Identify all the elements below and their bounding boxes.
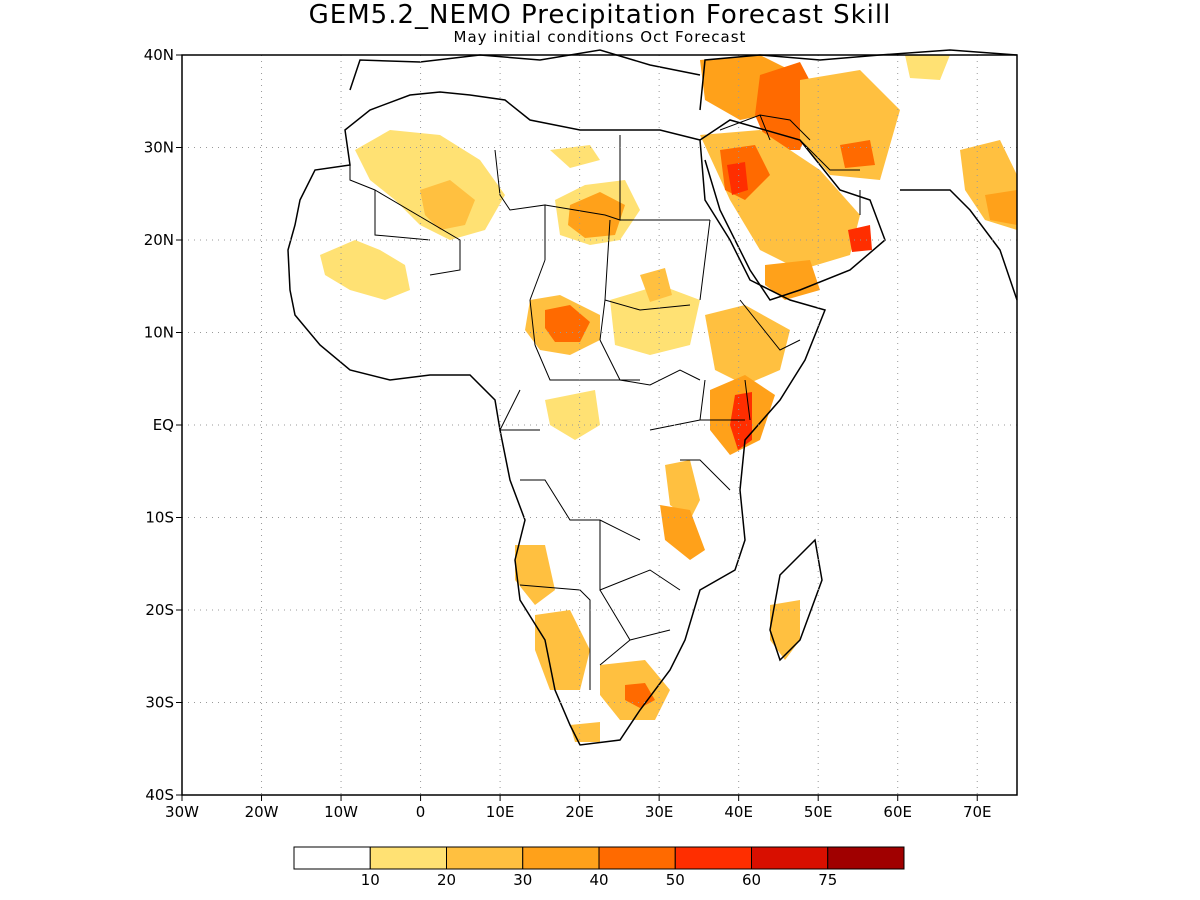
legend-label: 10 <box>361 871 380 889</box>
borders <box>349 114 861 690</box>
shade-sahel-west <box>320 240 410 300</box>
shade-angola <box>515 545 555 605</box>
shade-india-core <box>985 190 1017 225</box>
shade-libya-core <box>568 192 625 238</box>
shade-namibia <box>535 610 590 690</box>
x-tick-label: 40E <box>724 803 753 821</box>
x-tick-label: 0 <box>416 803 426 821</box>
shade-cape <box>570 722 600 742</box>
legend-label: 60 <box>742 871 761 889</box>
y-tick-label: 20S <box>145 601 174 619</box>
shade-ethiopia <box>705 305 790 385</box>
chart-subtitle: May initial conditions Oct Forecast <box>453 28 747 46</box>
x-tick-label: 20W <box>245 803 279 821</box>
legend-label: 30 <box>513 871 532 889</box>
shade-iran-core <box>840 140 875 168</box>
chart-title: GEM5.2_NEMO Precipitation Forecast Skill <box>308 0 892 30</box>
y-tick-label: 10N <box>144 324 174 342</box>
shade-yemen <box>765 260 820 300</box>
x-tick-label: 10E <box>486 803 515 821</box>
map-ticks: 30W 20W 10W 0 10E 20E 30E 40E 50E 60E 70E 40N 30N 20N… <box>144 46 992 821</box>
y-tick-label: 30S <box>145 694 174 712</box>
legend-swatch <box>446 846 524 870</box>
shade-madagascar <box>770 600 800 660</box>
x-tick-label: 10W <box>324 803 358 821</box>
shade-malawi <box>660 505 705 560</box>
x-tick-label: 70E <box>963 803 992 821</box>
shade-sahara-north <box>355 130 505 240</box>
legend-label: 50 <box>666 871 685 889</box>
coastlines <box>287 49 1018 746</box>
x-tick-label: 30W <box>165 803 199 821</box>
y-tick-label: 40N <box>144 46 174 64</box>
shade-sudan <box>610 285 700 355</box>
legend-label: 20 <box>437 871 456 889</box>
y-tick-label: 40S <box>145 786 174 804</box>
x-tick-label: 20E <box>565 803 594 821</box>
legend-swatch <box>522 846 600 870</box>
y-tick-label: 10S <box>145 509 174 527</box>
legend-label: 40 <box>589 871 608 889</box>
legend-swatch <box>827 846 905 870</box>
legend-swatch <box>751 846 829 870</box>
madagascar-coast <box>769 538 823 662</box>
shade-egypt-n <box>550 145 600 168</box>
legend-label: 75 <box>818 871 837 889</box>
y-tick-label: EQ <box>153 416 174 434</box>
shade-lesotho <box>625 683 655 708</box>
arabia-coast <box>699 119 886 301</box>
shade-sahara-core <box>420 180 475 230</box>
border-lines <box>349 114 861 690</box>
y-tick-label: 30N <box>144 139 174 157</box>
x-tick-label: 50E <box>804 803 833 821</box>
shade-iran <box>800 70 900 180</box>
x-tick-label: 30E <box>645 803 674 821</box>
mediterranean <box>349 49 701 91</box>
map-frame <box>181 54 1018 796</box>
shade-oman <box>848 225 872 252</box>
shade-sudan-core <box>640 268 672 302</box>
y-tick-label: 20N <box>144 231 174 249</box>
legend-swatch <box>598 846 676 870</box>
shade-kenya-core <box>730 392 752 450</box>
shade-tanzania <box>665 460 700 520</box>
shade-congo <box>545 390 600 440</box>
legend-swatch <box>674 846 752 870</box>
legend-swatch <box>369 846 447 870</box>
africa-coastline <box>287 91 827 746</box>
asia-coast <box>699 49 1018 301</box>
x-tick-label: 60E <box>883 803 912 821</box>
skill-shading <box>320 55 1017 742</box>
shade-pakistan <box>905 55 950 80</box>
shade-arabia-red <box>727 162 748 195</box>
legend-swatch <box>293 846 371 870</box>
color-legend: 10 20 30 40 50 60 75 <box>293 846 905 889</box>
